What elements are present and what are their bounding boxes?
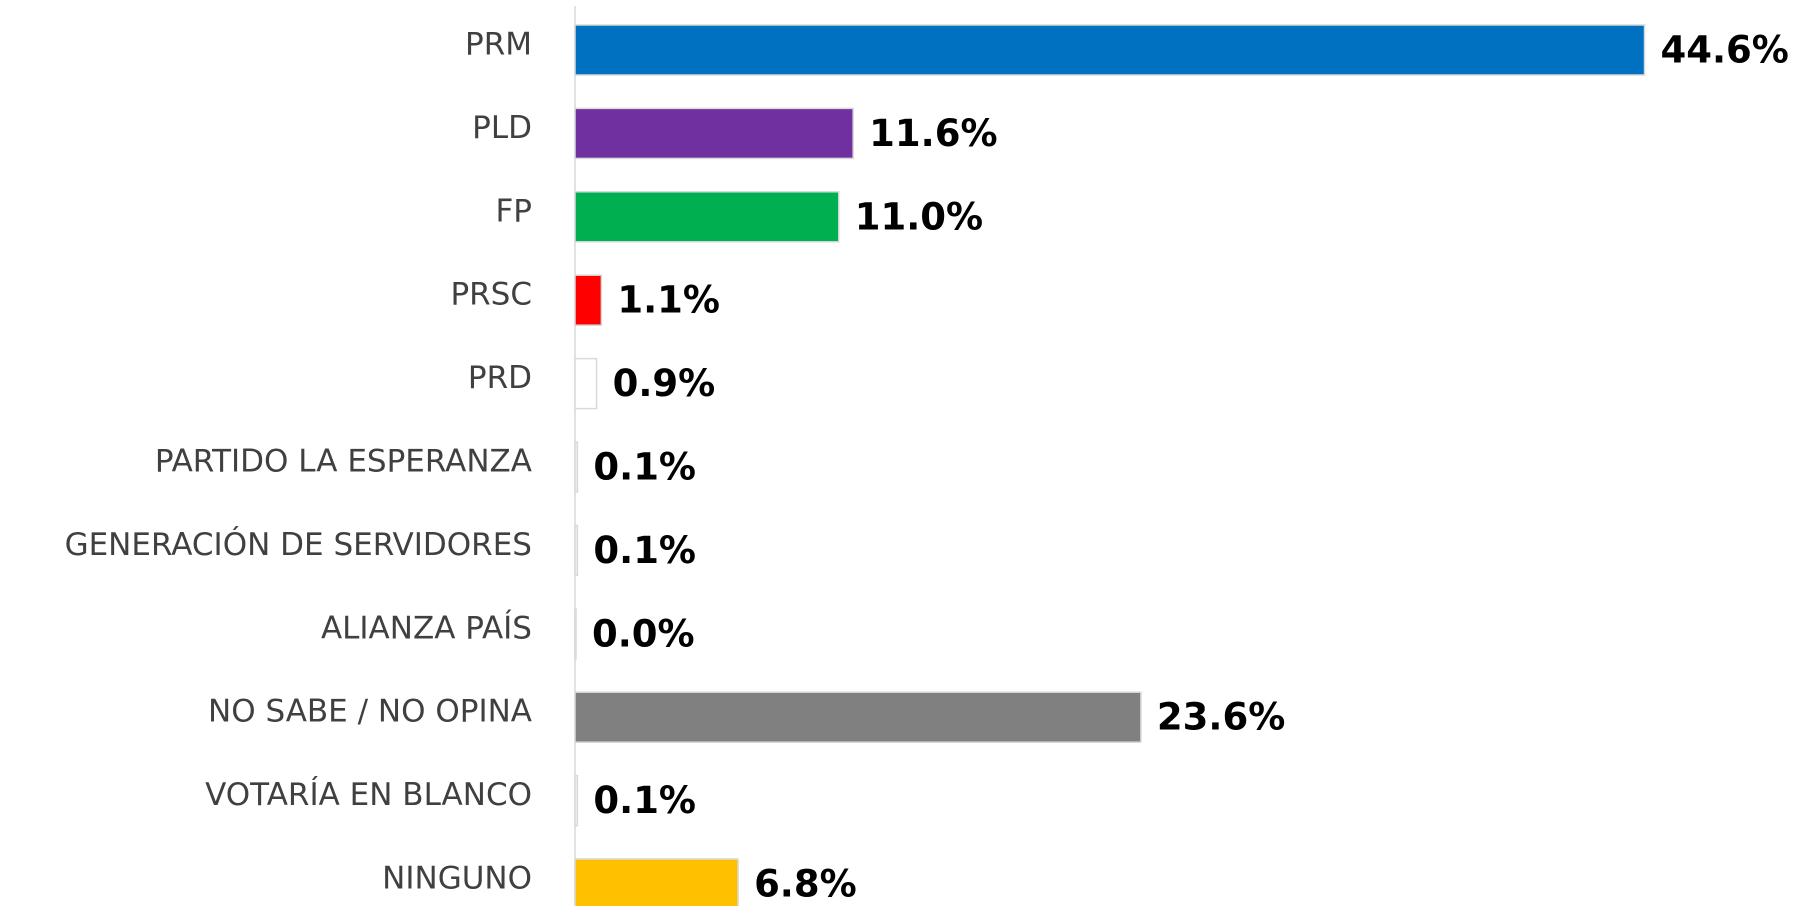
value-label: 0.1% (593, 446, 696, 489)
value-label: 0.9% (613, 362, 716, 405)
value-label: 1.1% (617, 279, 720, 322)
bar (574, 357, 598, 410)
category-label: GENERACIÓN DE SERVIDORES (65, 526, 532, 563)
value-label: 23.6% (1157, 696, 1285, 739)
bar (574, 858, 739, 906)
bar (574, 774, 579, 827)
category-label: PRSC (450, 277, 532, 313)
bar (574, 274, 603, 326)
category-label: PARTIDO LA ESPERANZA (155, 444, 532, 480)
value-label: 44.6% (1661, 29, 1789, 72)
bar (574, 441, 579, 493)
category-label: NO SABE / NO OPINA (208, 694, 532, 730)
value-label: 11.0% (855, 195, 983, 238)
value-label: 6.8% (754, 863, 857, 906)
bar (574, 24, 1646, 76)
category-label: PRM (465, 27, 532, 63)
bar (574, 107, 854, 160)
value-label: 11.6% (869, 112, 997, 155)
bar (574, 524, 579, 577)
category-label: FP (495, 193, 532, 229)
bar (574, 608, 577, 660)
value-label: 0.0% (592, 612, 695, 655)
value-label: 0.1% (593, 529, 696, 572)
category-label: NINGUNO (382, 861, 532, 897)
category-label: ALIANZA PAÍS (321, 610, 532, 646)
category-label: VOTARÍA EN BLANCO (205, 777, 532, 813)
bar (574, 191, 840, 243)
bar (574, 691, 1142, 743)
category-label: PRD (468, 360, 532, 396)
category-label: PLD (472, 110, 532, 146)
value-label: 0.1% (593, 779, 696, 822)
